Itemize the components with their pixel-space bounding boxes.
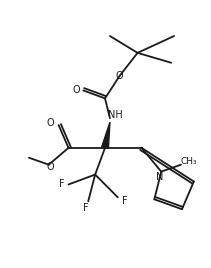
Polygon shape — [102, 122, 110, 148]
Text: F: F — [83, 203, 89, 213]
Text: O: O — [116, 70, 124, 81]
Text: F: F — [122, 196, 128, 206]
Text: O: O — [73, 85, 80, 95]
Text: O: O — [47, 118, 54, 128]
Text: NH: NH — [108, 110, 123, 120]
Text: CH₃: CH₃ — [181, 157, 197, 166]
Text: O: O — [47, 162, 54, 172]
Text: F: F — [59, 180, 64, 189]
Text: N: N — [156, 172, 163, 181]
